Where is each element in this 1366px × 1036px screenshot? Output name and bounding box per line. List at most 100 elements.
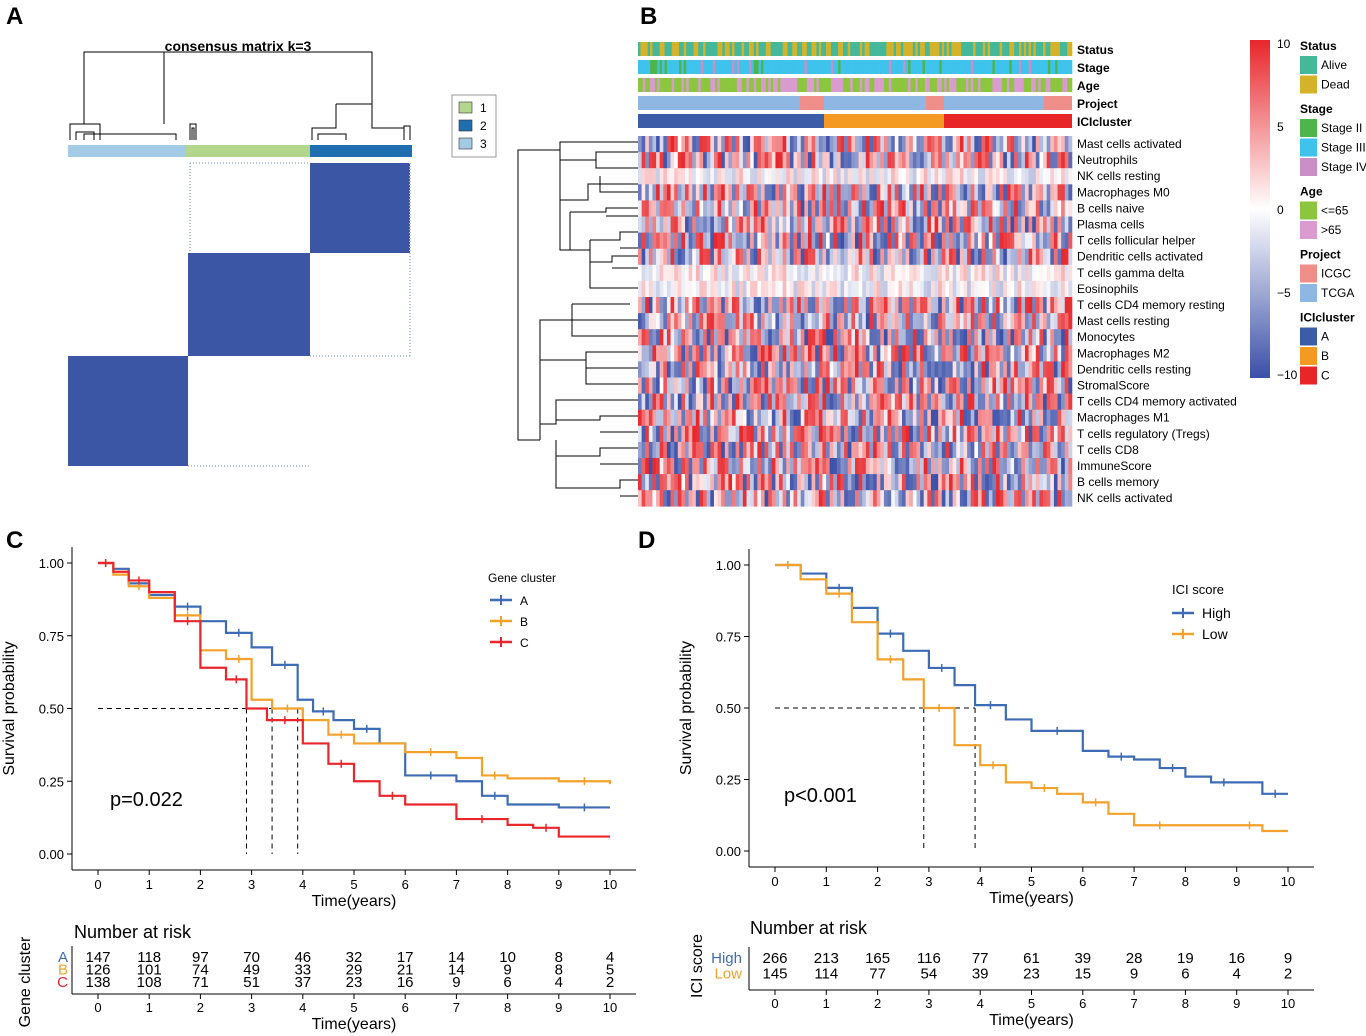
heatmap-cell: [800, 345, 805, 362]
heatmap-cell: [923, 329, 928, 346]
heatmap-cell: [659, 393, 664, 410]
heatmap-cell: [656, 200, 660, 217]
heatmap-cell: [656, 136, 660, 153]
annot-cell: [659, 78, 663, 92]
risk-cell: 14: [448, 949, 465, 966]
annot-cell: [763, 60, 767, 74]
annot-cell: [840, 78, 844, 92]
heatmap-cell: [652, 136, 657, 153]
heatmap-cell: [1043, 280, 1047, 298]
heatmap-cell: [739, 216, 744, 233]
heatmap-cell: [688, 490, 693, 507]
annot-cell: [782, 78, 786, 92]
heatmap-cell: [974, 200, 979, 217]
heatmap-cell: [713, 264, 718, 282]
heatmap-cell: [851, 490, 856, 507]
annot-cell: [826, 60, 829, 74]
heatmap-cell: [746, 297, 751, 314]
annot-cell: [710, 42, 714, 56]
heatmap-cell: [800, 168, 805, 185]
annot-cell: [970, 42, 974, 56]
legend-item-label: Stage IV: [1321, 160, 1366, 174]
heatmap-cell: [739, 168, 744, 185]
heatmap-cell: [1032, 248, 1037, 266]
annot-cell: [719, 78, 723, 92]
heatmap-cell: [706, 200, 711, 217]
heatmap-cell: [739, 200, 744, 217]
heatmap-cell: [648, 280, 653, 298]
annot-cell: [941, 60, 945, 74]
heatmap-cell: [764, 458, 769, 475]
annot-cell: [712, 60, 716, 74]
heatmap-cell: [981, 458, 986, 475]
heatmap-cell: [988, 216, 993, 233]
heatmap-cell: [1057, 216, 1062, 233]
heatmap-cell: [760, 313, 765, 330]
heatmap-cell: [1006, 248, 1011, 266]
heatmap-cell: [659, 313, 664, 330]
heatmap-cell: [721, 361, 726, 378]
heatmap-cell: [963, 361, 968, 378]
heatmap-cell: [815, 474, 820, 491]
heatmap-cell: [692, 474, 697, 491]
heatmap-cell: [880, 409, 885, 427]
heatmap-cell: [858, 313, 863, 330]
annot-cell: [809, 78, 812, 92]
annot-cell: [787, 60, 791, 74]
heatmap-cell: [905, 280, 910, 298]
heatmap-cell: [1010, 248, 1015, 266]
heatmap-cell: [974, 280, 979, 298]
heatmap-cell: [1017, 313, 1022, 330]
heatmap-cell: [956, 490, 961, 507]
heatmap-cell: [887, 345, 892, 362]
legend-label-c: C: [520, 636, 529, 650]
colorbar-tick-10: 10: [1277, 37, 1291, 51]
heatmap-cell: [757, 441, 762, 459]
annot-cell: [678, 60, 682, 74]
heatmap-cell: [826, 490, 830, 507]
heatmap-cell: [656, 264, 660, 282]
heatmap-cell: [1010, 136, 1015, 153]
annot-cell: [977, 42, 981, 56]
cluster-bar-1: [186, 145, 310, 157]
heatmap-cell: [930, 297, 935, 314]
heatmap-cell: [764, 425, 769, 443]
risk-x-tick-label: 2: [874, 996, 881, 1011]
heatmap-cell: [959, 264, 964, 282]
heatmap-cell: [648, 216, 653, 233]
heatmap-cell: [779, 232, 783, 249]
annot-cell: [645, 60, 648, 74]
heatmap-cell: [666, 136, 671, 153]
legend-box: [451, 94, 497, 158]
heatmap-cell: [988, 313, 993, 330]
annot-cell: [748, 78, 752, 92]
heatmap-cell: [970, 458, 975, 475]
annot-cell: [700, 42, 704, 56]
heatmap-cell: [967, 425, 972, 443]
heatmap-cell: [869, 441, 874, 459]
heatmap-cell: [1061, 345, 1066, 362]
heatmap-cell: [833, 377, 838, 394]
annot-cell: [908, 42, 911, 56]
heatmap-cell: [833, 264, 838, 282]
heatmap-cell: [677, 232, 682, 249]
heatmap-cell: [1050, 409, 1055, 427]
feature-label: Mast cells activated: [1077, 137, 1182, 151]
heatmap-cell: [1068, 248, 1073, 266]
heatmap-cell: [851, 458, 856, 475]
heatmap-cell: [912, 248, 917, 266]
heatmap-cell: [666, 458, 671, 475]
annot-cell: [975, 60, 979, 74]
heatmap-cell: [1057, 361, 1062, 378]
heatmap-cell: [742, 216, 747, 233]
heatmap-cell: [967, 248, 972, 266]
heatmap-cell: [1010, 280, 1015, 298]
heatmap-cell: [862, 474, 867, 491]
heatmap-cell: [912, 184, 917, 201]
heatmap-cell: [663, 458, 668, 475]
heatmap-cell: [652, 168, 657, 185]
heatmap-cell: [710, 329, 715, 346]
heatmap-cell: [876, 216, 881, 233]
heatmap-cell: [811, 345, 816, 362]
